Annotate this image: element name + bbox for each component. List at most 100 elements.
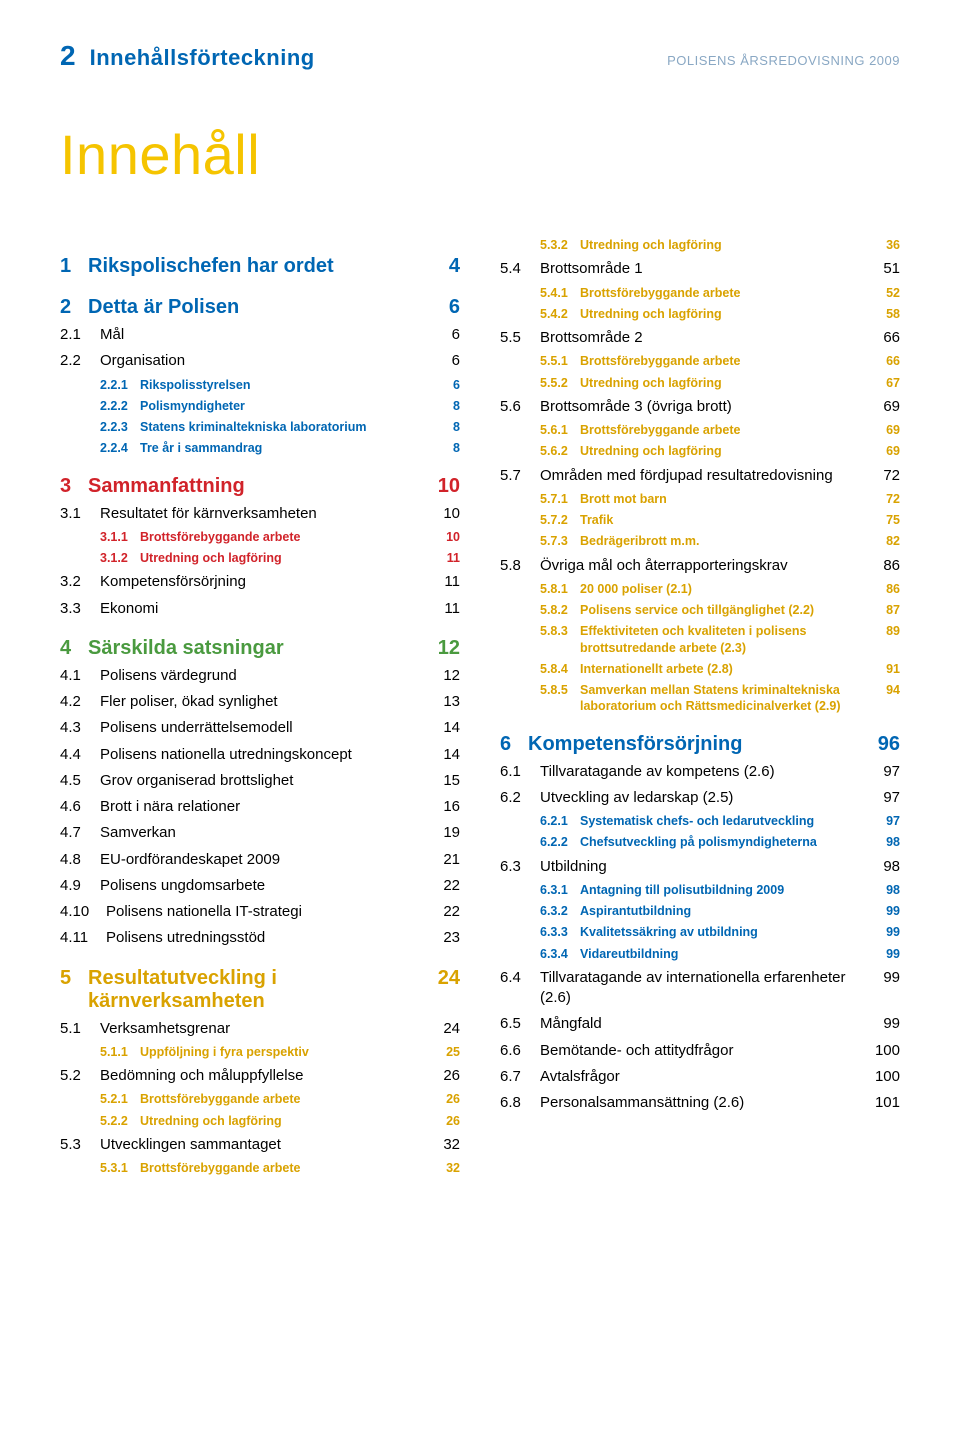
toc-section-page: 24 [420,967,460,990]
toc-subsub-num: 5.8.4 [540,661,580,677]
toc-sub: 5.5Brottsområde 266 [500,328,900,348]
toc-sub-page: 11 [424,572,460,592]
toc-sub: 6.2Utveckling av ledarskap (2.5)97 [500,788,900,808]
toc-sub: 5.1Verksamhetsgrenar24 [60,1019,460,1039]
toc-sub-title: Kompetensförsörjning [100,572,424,592]
toc-subsub-num: 5.4.2 [540,306,580,322]
toc-subsub-num: 2.2.3 [100,419,140,435]
toc-sub-page: 86 [864,556,900,576]
toc-sub-page: 21 [424,850,460,870]
toc-sub-num: 4.1 [60,666,100,686]
toc-sub-num: 2.2 [60,351,100,371]
toc-sub-num: 4.5 [60,771,100,791]
toc-sub: 4.3Polisens underrättelsemodell14 [60,718,460,738]
toc-subsub-page: 10 [424,529,460,545]
toc-section-page: 96 [860,733,900,756]
toc-sub: 4.2Fler poliser, ökad synlighet13 [60,692,460,712]
toc-subsub-title: Rikspolisstyrelsen [140,377,424,393]
toc-subsub-num: 5.3.2 [540,237,580,253]
toc-section-page: 10 [420,475,460,498]
toc-subsub-num: 5.5.2 [540,375,580,391]
toc-sub-page: 23 [424,928,460,948]
toc-section-title: Rikspolischefen har ordet [88,255,420,278]
toc-subsub-page: 8 [424,398,460,414]
toc-subsub-title: Systematisk chefs- och ledarutveckling [580,813,864,829]
toc-sub-title: Resultatet för kärnverksamheten [100,504,424,524]
toc-subsub-page: 25 [424,1044,460,1060]
toc-sub-title: Ekonomi [100,599,424,619]
toc-subsub-title: Utredning och lagföring [580,375,864,391]
toc-subsub-title: Utredning och lagföring [580,237,864,253]
toc-subsub-page: 11 [424,550,460,566]
toc-subsub: 5.2.2Utredning och lagföring26 [60,1113,460,1129]
toc-subsub-title: Utredning och lagföring [140,550,424,566]
toc-subsub: 6.3.4Vidareutbildning99 [500,946,900,962]
toc-subsub-num: 5.7.2 [540,512,580,528]
toc-subsub: 5.3.2Utredning och lagföring36 [500,237,900,253]
toc-section-title: Sammanfattning [88,475,420,498]
toc-subsub-title: Tre år i sammandrag [140,440,424,456]
toc-subsub-page: 26 [424,1113,460,1129]
toc-sub-num: 5.2 [60,1066,100,1086]
toc-sub-page: 22 [424,876,460,896]
toc-section: 6Kompetensförsörjning96 [500,733,900,756]
toc-sub-title: Utvecklingen sammantaget [100,1135,424,1155]
toc-subsub-page: 86 [864,581,900,597]
toc-sub-title: Utbildning [540,857,864,877]
toc-sub-page: 14 [424,718,460,738]
toc-sub-num: 5.4 [500,259,540,279]
toc-section: 3Sammanfattning10 [60,475,460,498]
toc-subsub: 6.3.1Antagning till polisutbildning 2009… [500,882,900,898]
toc-sub-num: 6.4 [500,968,540,988]
toc-sub-title: Fler poliser, ökad synlighet [100,692,424,712]
toc-sub-page: 98 [864,857,900,877]
toc-subsub-title: Bedrägeribrott m.m. [580,533,864,549]
toc-sub-page: 13 [424,692,460,712]
toc-sub: 4.11Polisens utredningsstöd23 [60,928,460,948]
toc-sub: 4.7Samverkan19 [60,823,460,843]
toc-sub: 6.6Bemötande- och attitydfrågor100 [500,1041,900,1061]
toc-sub-page: 99 [864,1014,900,1034]
toc-subsub-num: 6.2.2 [540,834,580,850]
toc-sub-num: 4.2 [60,692,100,712]
toc-subsub-title: Aspirantutbildning [580,903,864,919]
toc-sub-num: 2.1 [60,325,100,345]
toc-sub-page: 26 [424,1066,460,1086]
toc-sub-num: 5.8 [500,556,540,576]
toc-section-title: Detta är Polisen [88,296,420,319]
toc-section: 4Särskilda satsningar12 [60,637,460,660]
toc-subsub-num: 5.7.3 [540,533,580,549]
page-header: 2 Innehållsförteckning POLISENS ÅRSREDOV… [60,40,900,72]
toc-subsub: 2.2.2Polismyndigheter8 [60,398,460,414]
toc-subsub-page: 75 [864,512,900,528]
toc-subsub-title: Brottsförebyggande arbete [140,1160,424,1176]
toc-subsub-page: 36 [864,237,900,253]
toc-left-column: 1Rikspolischefen har ordet42Detta är Pol… [60,237,460,1176]
toc-subsub-title: Chefsutveckling på polis­myndigheterna [580,834,864,850]
toc-sub-num: 5.7 [500,466,540,486]
toc-subsub: 5.7.1Brott mot barn72 [500,491,900,507]
toc-sub-num: 5.3 [60,1135,100,1155]
toc-sub-num: 4.10 [60,902,106,922]
toc-sub: 3.3Ekonomi11 [60,599,460,619]
toc-section: 2Detta är Polisen6 [60,296,460,319]
toc-sub: 4.5Grov organiserad brottslighet15 [60,771,460,791]
toc-sub: 4.8EU-ordförandeskapet 200921 [60,850,460,870]
toc-subsub: 5.8.3Effektiviteten och kvaliteten i pol… [500,623,900,656]
toc-subsub-title: Antagning till polisutbildning 2009 [580,882,864,898]
toc-sub-page: 97 [864,762,900,782]
toc-subsub-title: Brottsförebyggande arbete [580,422,864,438]
toc-section-page: 12 [420,637,460,660]
toc-subsub-num: 6.2.1 [540,813,580,829]
toc-subsub-page: 26 [424,1091,460,1107]
header-title: Innehållsförteckning [90,45,315,71]
toc-subsub: 2.2.4Tre år i sammandrag8 [60,440,460,456]
toc-sub-num: 3.1 [60,504,100,524]
toc-sub-title: Grov organiserad brottslighet [100,771,424,791]
toc-sub-title: Tillvaratagande av internationella erfar… [540,968,864,1009]
toc-sub-page: 14 [424,745,460,765]
toc-sub-title: Brottsområde 3 (övriga brott) [540,397,864,417]
toc-subsub: 5.8.5Samverkan mellan Statens kriminalte… [500,682,900,715]
toc-subsub-num: 6.3.4 [540,946,580,962]
toc-subsub: 5.5.1Brottsförebyggande arbete66 [500,353,900,369]
